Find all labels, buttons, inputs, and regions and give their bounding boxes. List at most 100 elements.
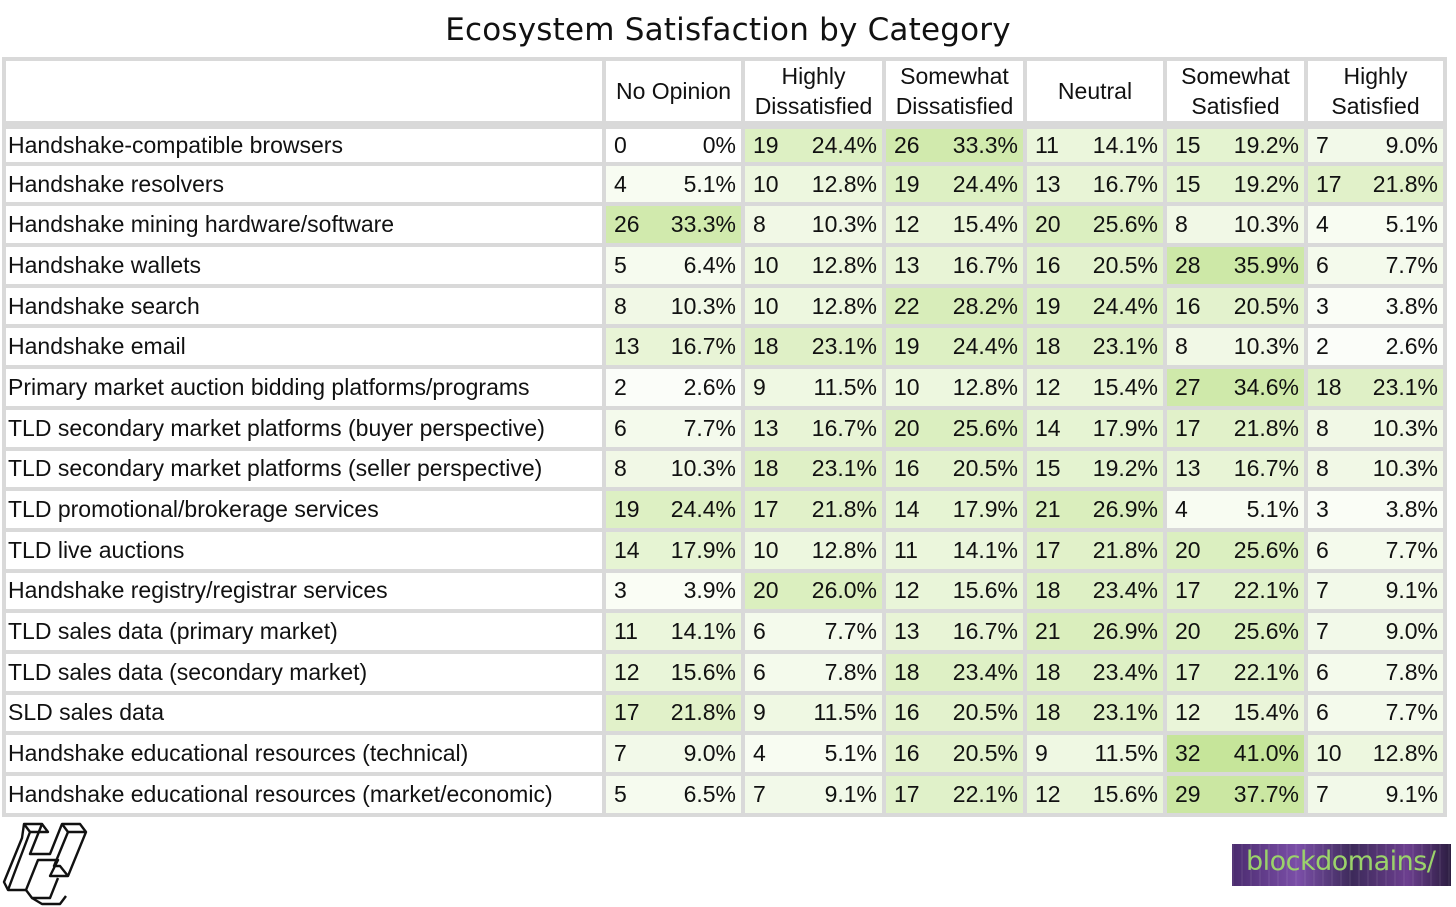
count-cell: 5 xyxy=(606,247,648,288)
count-cell: 18 xyxy=(1027,653,1069,695)
percent-cell: 0% xyxy=(648,125,745,166)
blockdomains-logo-text: blockdomains/ xyxy=(1246,846,1436,877)
percent-cell: 22.1% xyxy=(928,776,1027,817)
count-cell: 7 xyxy=(1308,613,1350,654)
percent-cell: 11.5% xyxy=(787,694,886,736)
table-row: TLD secondary market platforms (seller p… xyxy=(2,450,1447,492)
percent-cell: 28.2% xyxy=(928,287,1027,329)
percent-cell: 9.1% xyxy=(787,776,886,817)
percent-cell: 23.1% xyxy=(787,450,886,492)
count-cell: 3 xyxy=(606,572,648,614)
percent-cell: 7.8% xyxy=(787,653,886,695)
count-cell: 2 xyxy=(606,369,648,410)
row-label: TLD secondary market platforms (seller p… xyxy=(2,450,606,492)
percent-cell: 10.3% xyxy=(648,450,745,492)
percent-cell: 3.8% xyxy=(1350,491,1447,532)
column-header-line: Dissatisfied xyxy=(895,93,1014,119)
count-cell: 16 xyxy=(886,450,928,492)
percent-cell: 11.5% xyxy=(787,369,886,410)
percent-cell: 33.3% xyxy=(648,206,745,248)
count-cell: 8 xyxy=(1167,328,1209,370)
percent-cell: 7.7% xyxy=(787,613,886,654)
percent-cell: 15.6% xyxy=(928,572,1027,614)
percent-cell: 10.3% xyxy=(1209,206,1308,248)
count-cell: 3 xyxy=(1308,491,1350,532)
percent-cell: 33.3% xyxy=(928,125,1027,166)
percent-cell: 9.0% xyxy=(1350,125,1447,166)
count-cell: 14 xyxy=(1027,409,1069,451)
count-cell: 6 xyxy=(745,613,787,654)
row-label: Handshake search xyxy=(2,287,606,329)
percent-cell: 7.7% xyxy=(648,409,745,451)
count-cell: 4 xyxy=(745,735,787,776)
column-header: No Opinion xyxy=(606,57,745,125)
percent-cell: 12.8% xyxy=(1350,735,1447,776)
count-cell: 28 xyxy=(1167,247,1209,288)
percent-cell: 20.5% xyxy=(1069,247,1167,288)
count-cell: 19 xyxy=(886,328,928,370)
percent-cell: 35.9% xyxy=(1209,247,1308,288)
percent-cell: 16.7% xyxy=(1209,450,1308,492)
table-row: Handshake-compatible browsers 0 0% 19 24.4% 2… xyxy=(2,125,1447,166)
percent-cell: 5.1% xyxy=(1209,491,1308,532)
table-body: Handshake-compatible browsers 0 0% 19 24.4% 2… xyxy=(2,125,1447,817)
column-header: Neutral xyxy=(1027,57,1167,125)
table-row: Handshake resolvers 4 5.1% 10 12.8% 19 24.4% 13… xyxy=(2,165,1447,207)
count-cell: 13 xyxy=(886,247,928,288)
percent-cell: 9.1% xyxy=(1350,572,1447,614)
count-cell: 26 xyxy=(606,206,648,248)
count-cell: 4 xyxy=(606,165,648,207)
percent-cell: 10.3% xyxy=(1209,328,1308,370)
count-cell: 20 xyxy=(1027,206,1069,248)
row-label: TLD live auctions xyxy=(2,531,606,573)
count-cell: 13 xyxy=(1027,165,1069,207)
percent-cell: 23.1% xyxy=(1069,694,1167,736)
percent-cell: 16.7% xyxy=(648,328,745,370)
percent-cell: 7.7% xyxy=(1350,694,1447,736)
count-cell: 6 xyxy=(1308,531,1350,573)
blockdomains-logo: blockdomains/ xyxy=(1232,844,1451,886)
count-cell: 19 xyxy=(886,165,928,207)
count-cell: 7 xyxy=(1308,572,1350,614)
percent-cell: 10.3% xyxy=(1350,450,1447,492)
table-row: Handshake educational resources (market/… xyxy=(2,776,1447,817)
percent-cell: 15.4% xyxy=(928,206,1027,248)
count-cell: 20 xyxy=(1167,613,1209,654)
column-header: Somewhat Satisfied xyxy=(1167,57,1308,125)
percent-cell: 20.5% xyxy=(928,735,1027,776)
row-label: Handshake registry/registrar services xyxy=(2,572,606,614)
count-cell: 8 xyxy=(606,287,648,329)
count-cell: 12 xyxy=(606,653,648,695)
count-cell: 13 xyxy=(606,328,648,370)
column-header: Highly Satisfied xyxy=(1308,57,1447,125)
count-cell: 18 xyxy=(1308,369,1350,410)
percent-cell: 20.5% xyxy=(1209,287,1308,329)
count-cell: 19 xyxy=(1027,287,1069,329)
percent-cell: 25.6% xyxy=(1209,531,1308,573)
table-row: Handshake mining hardware/software 26 33.3… xyxy=(2,206,1447,248)
count-cell: 22 xyxy=(886,287,928,329)
percent-cell: 6.5% xyxy=(648,776,745,817)
percent-cell: 15.6% xyxy=(648,653,745,695)
percent-cell: 21.8% xyxy=(787,491,886,532)
count-cell: 16 xyxy=(1027,247,1069,288)
count-cell: 14 xyxy=(606,531,648,573)
percent-cell: 16.7% xyxy=(1069,165,1167,207)
row-label: TLD sales data (secondary market) xyxy=(2,653,606,695)
count-cell: 5 xyxy=(606,776,648,817)
count-cell: 17 xyxy=(606,694,648,736)
count-cell: 26 xyxy=(886,125,928,166)
percent-cell: 37.7% xyxy=(1209,776,1308,817)
count-cell: 18 xyxy=(1027,328,1069,370)
percent-cell: 11.5% xyxy=(1069,735,1167,776)
count-cell: 17 xyxy=(745,491,787,532)
table-header-row: No Opinion Highly Dissatisfied Somewhat Diss… xyxy=(2,57,1447,125)
percent-cell: 26.0% xyxy=(787,572,886,614)
table-row: Handshake search 8 10.3% 10 12.8% 22 28.2% 19 24… xyxy=(2,287,1447,329)
count-cell: 8 xyxy=(606,450,648,492)
percent-cell: 12.8% xyxy=(928,369,1027,410)
count-cell: 9 xyxy=(745,694,787,736)
count-cell: 21 xyxy=(1027,613,1069,654)
table-row: Primary market auction bidding platforms… xyxy=(2,369,1447,410)
count-cell: 6 xyxy=(745,653,787,695)
